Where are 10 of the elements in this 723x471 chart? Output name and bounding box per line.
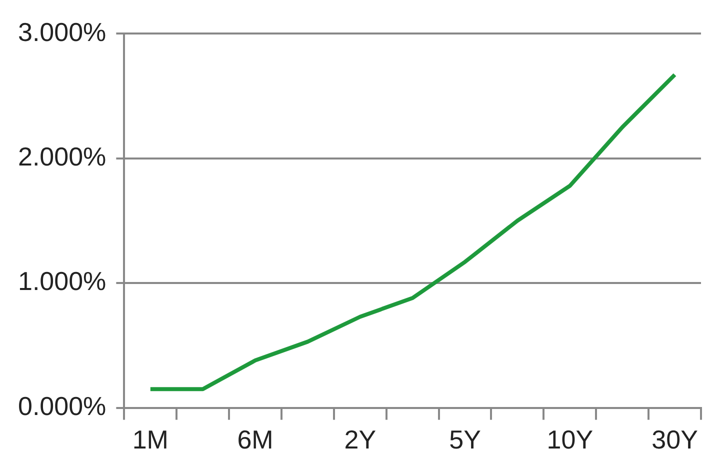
y-tick-label: 2.000% [18,142,106,172]
x-tick-label: 2Y [344,424,376,455]
y-tick-label: 3.000% [18,16,106,47]
x-tick-label: 6M [237,424,274,455]
x-tick-label: 10Y [546,424,594,455]
y-tick-label: 1.000% [18,266,106,296]
x-tick-label: 5Y [449,424,481,455]
x-tick-label: 30Y [652,424,698,455]
y-tick-label: 0.000% [18,390,106,421]
x-tick-label: 1M [132,424,168,455]
